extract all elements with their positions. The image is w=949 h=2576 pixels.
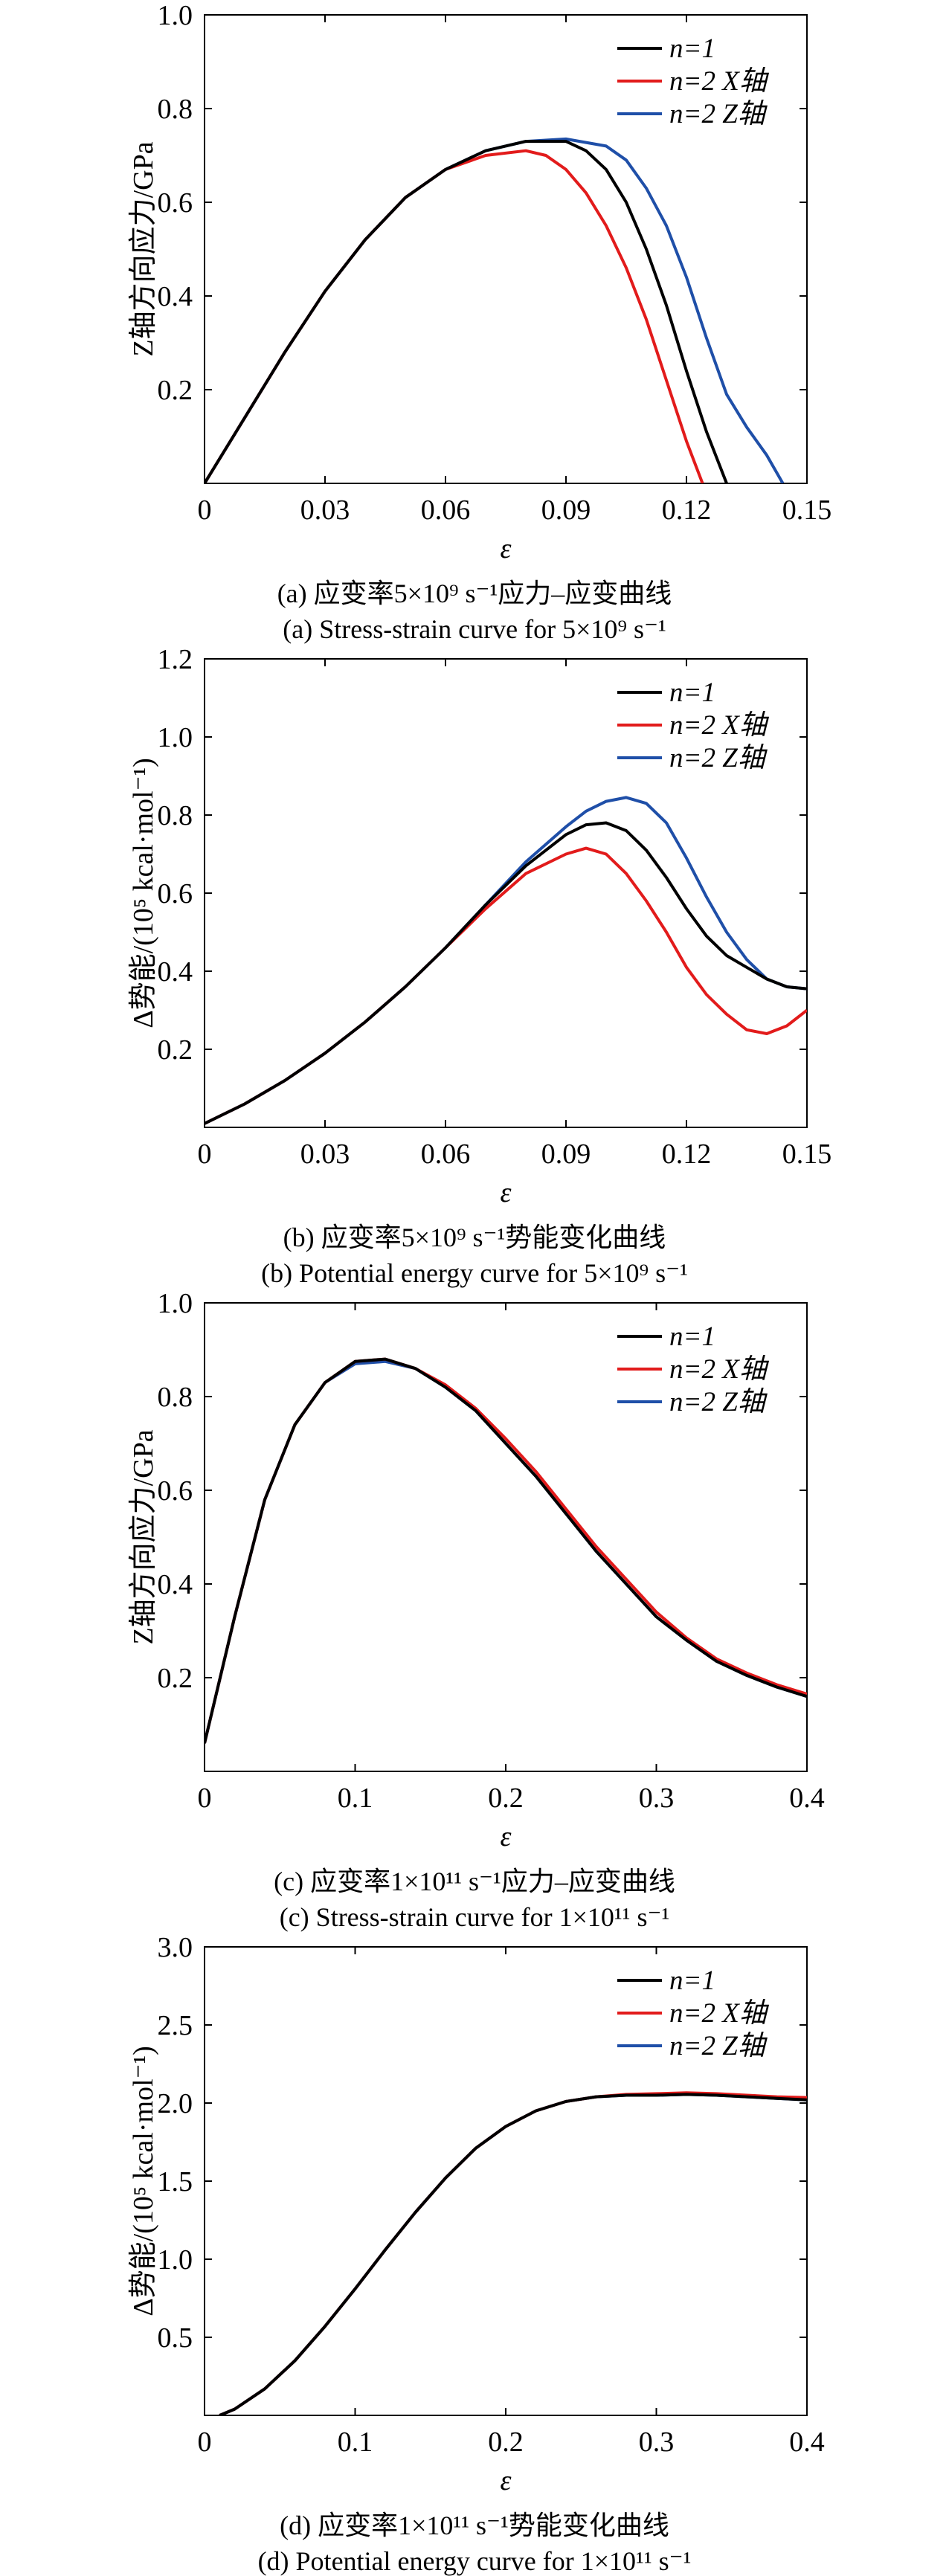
x-tick-label: 0.09 [541,1139,591,1170]
x-axis-label: ε [501,2465,512,2496]
y-tick-label: 0.6 [158,1475,193,1507]
y-tick-label: 3.0 [158,1932,193,1963]
legend-label-nz: n=2 Z轴 [669,743,768,773]
y-tick-label: 1.0 [158,722,193,753]
x-tick-label: 0.09 [541,495,591,526]
y-tick-label: 0.6 [158,187,193,219]
legend-label-nx: n=2 X轴 [669,710,770,741]
y-tick-label: 1.0 [158,2244,193,2276]
x-tick-label: 0.2 [488,1783,524,1814]
x-axis-label: ε [501,1821,512,1852]
x-tick-label: 0.4 [789,1783,825,1814]
caption-cn: (a) 应变率5×10⁹ s⁻¹应力–应变曲线 [277,579,672,608]
x-tick-label: 0 [198,1783,212,1814]
x-tick-label: 0.2 [488,2427,524,2458]
legend-label-nz: n=2 Z轴 [669,2031,768,2061]
y-tick-label: 0.4 [158,1569,193,1600]
y-tick-label: 0.2 [158,1663,193,1694]
x-tick-label: 0.15 [782,1139,832,1170]
y-tick-label: 1.0 [158,0,193,31]
panel-b: 0 0.03 0.06 0.09 0.12 0.15 0.2 0.4 0.6 0.8 1.0 1.2 ε… [0,644,949,1288]
x-tick-label: 0 [198,1139,212,1170]
series-line-n1 [205,1357,807,1744]
x-tick-label: 0.06 [421,495,471,526]
legend-label-n1: n=1 [669,677,715,708]
caption-en: (b) Potential energy curve for 5×10⁹ s⁻¹ [261,1258,688,1288]
x-tick-label: 0.3 [639,2427,675,2458]
y-tick-label: 0.4 [158,281,193,312]
series-line-n1 [205,821,807,1125]
series-line-nz [205,137,785,483]
x-tick-label: 0.03 [300,495,350,526]
plot-frame [204,14,808,484]
chart-d: 0 0.1 0.2 0.3 0.4 0.5 1.0 1.5 2.0 2.5 3.0 ε Δ势能/(10⁵… [128,1932,825,2576]
x-tick-label: 0.4 [789,2427,825,2458]
series-line-n1 [205,140,728,483]
x-tick-label: 0.12 [662,1139,712,1170]
caption-en: (d) Potential energy curve for 1×10¹¹ s⁻… [258,2546,692,2576]
caption-cn: (b) 应变率5×10⁹ s⁻¹势能变化曲线 [283,1223,666,1252]
x-tick-label: 0.12 [662,495,712,526]
series-line-nx [219,2091,807,2415]
x-axis-label: ε [501,533,512,564]
legend-label-nx: n=2 X轴 [669,66,770,97]
y-tick-label: 0.8 [158,94,193,125]
chart-b: 0 0.03 0.06 0.09 0.12 0.15 0.2 0.4 0.6 0.8 1.0 1.2 ε… [128,644,832,1288]
y-tick-label: 2.5 [158,2010,193,2041]
chart-a: 0 0.03 0.06 0.09 0.12 0.15 0.2 0.4 0.6 0.8 1.0 ε Z轴方… [128,0,832,644]
series-line-nz [219,2093,807,2415]
legend-label-n1: n=1 [669,1321,715,1352]
legend-label-nx: n=2 X轴 [669,1354,770,1385]
legend-label-nz: n=2 Z轴 [669,1387,768,1417]
y-tick-label: 0.6 [158,878,193,909]
x-tick-label: 0 [198,495,212,526]
x-tick-label: 0.1 [338,2427,373,2458]
y-tick-label: 0.4 [158,956,193,988]
y-axis-label: Δ势能/(10⁵ kcal·mol⁻¹) [128,2046,159,2316]
legend-label-n1: n=1 [669,33,715,64]
chart-c: 0 0.1 0.2 0.3 0.4 0.2 0.4 0.6 0.8 1.0 ε Z轴方向应力/GPa n… [128,1288,825,1932]
x-tick-label: 0 [198,2427,212,2458]
x-axis-label: ε [501,1177,512,1208]
legend-label-nz: n=2 Z轴 [669,99,768,129]
y-tick-label: 0.2 [158,375,193,406]
legend-label-n1: n=1 [669,1965,715,1996]
y-tick-label: 1.5 [158,2166,193,2197]
caption-cn: (d) 应变率1×10¹¹ s⁻¹势能变化曲线 [280,2511,669,2540]
y-tick-label: 0.5 [158,2322,193,2354]
y-axis-label: Z轴方向应力/GPa [128,141,159,356]
series-line-nx [205,149,704,483]
y-axis-label: Δ势能/(10⁵ kcal·mol⁻¹) [128,758,159,1028]
series-line-nx [205,846,807,1125]
x-tick-label: 0.1 [338,1783,373,1814]
y-tick-label: 0.2 [158,1034,193,1066]
y-tick-label: 2.0 [158,2088,193,2119]
y-tick-label: 0.8 [158,1382,193,1413]
x-tick-label: 0.06 [421,1139,471,1170]
x-tick-label: 0.15 [782,495,832,526]
x-tick-label: 0.03 [300,1139,350,1170]
caption-cn: (c) 应变率1×10¹¹ s⁻¹应力–应变曲线 [274,1867,675,1896]
series-line-n1 [219,2093,807,2415]
panel-a: 0 0.03 0.06 0.09 0.12 0.15 0.2 0.4 0.6 0.8 1.0 ε Z轴方… [0,0,949,644]
y-tick-label: 1.0 [158,1288,193,1319]
caption-en: (c) Stress-strain curve for 1×10¹¹ s⁻¹ [280,1902,670,1932]
caption-en: (a) Stress-strain curve for 5×10⁹ s⁻¹ [283,614,666,644]
y-tick-label: 1.2 [158,644,193,675]
y-axis-label: Z轴方向应力/GPa [128,1429,159,1644]
x-tick-label: 0.3 [639,1783,675,1814]
series-line-nz [205,1359,807,1744]
legend-label-nx: n=2 X轴 [669,1998,770,2029]
panel-c: 0 0.1 0.2 0.3 0.4 0.2 0.4 0.6 0.8 1.0 ε Z轴方向应力/GPa n… [0,1288,949,1932]
panel-d: 0 0.1 0.2 0.3 0.4 0.5 1.0 1.5 2.0 2.5 3.0 ε Δ势能/(10⁵… [0,1932,949,2576]
y-tick-label: 0.8 [158,800,193,831]
